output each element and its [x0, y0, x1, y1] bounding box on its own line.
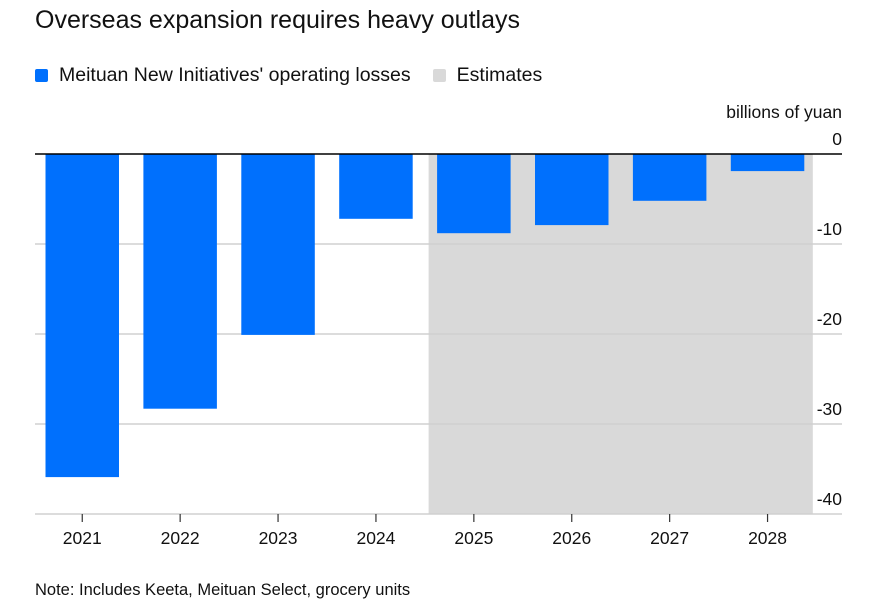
x-tick-label: 2028 [748, 528, 787, 548]
y-tick-label: -20 [817, 309, 843, 329]
legend-swatch-losses [35, 69, 48, 82]
bar [241, 154, 315, 335]
y-tick-label: -10 [817, 219, 843, 239]
bar [535, 154, 609, 226]
bar [339, 154, 413, 219]
chart-title: Overseas expansion requires heavy outlay… [35, 6, 520, 34]
chart-note: Note: Includes Keeta, Meituan Select, gr… [35, 581, 411, 599]
bar [143, 154, 217, 409]
legend-label-estimates: Estimates [456, 64, 543, 86]
legend-swatch-estimates [432, 69, 446, 82]
legend-item-losses: Meituan New Initiatives' operating losse… [35, 64, 411, 87]
bar [632, 154, 707, 201]
y-axis-unit-label: billions of yuan [726, 102, 842, 122]
x-tick-label: 2025 [454, 528, 493, 548]
x-tick-label: 2026 [552, 528, 591, 548]
x-tick-label: 2027 [650, 528, 689, 548]
bar [437, 154, 511, 234]
bar [730, 154, 805, 172]
x-tick-label: 2021 [63, 528, 102, 548]
legend: Meituan New Initiatives' operating losse… [35, 64, 564, 87]
legend-label-losses: Meituan New Initiatives' operating losse… [59, 64, 411, 86]
y-tick-label: 0 [832, 129, 842, 149]
y-tick-label: -30 [817, 399, 843, 419]
y-tick-label: -40 [817, 489, 843, 509]
legend-item-estimates: Estimates [432, 64, 543, 87]
x-tick-label: 2024 [356, 528, 395, 548]
x-tick-label: 2022 [161, 528, 200, 548]
bar [45, 154, 119, 478]
x-tick-label: 2023 [259, 528, 298, 548]
